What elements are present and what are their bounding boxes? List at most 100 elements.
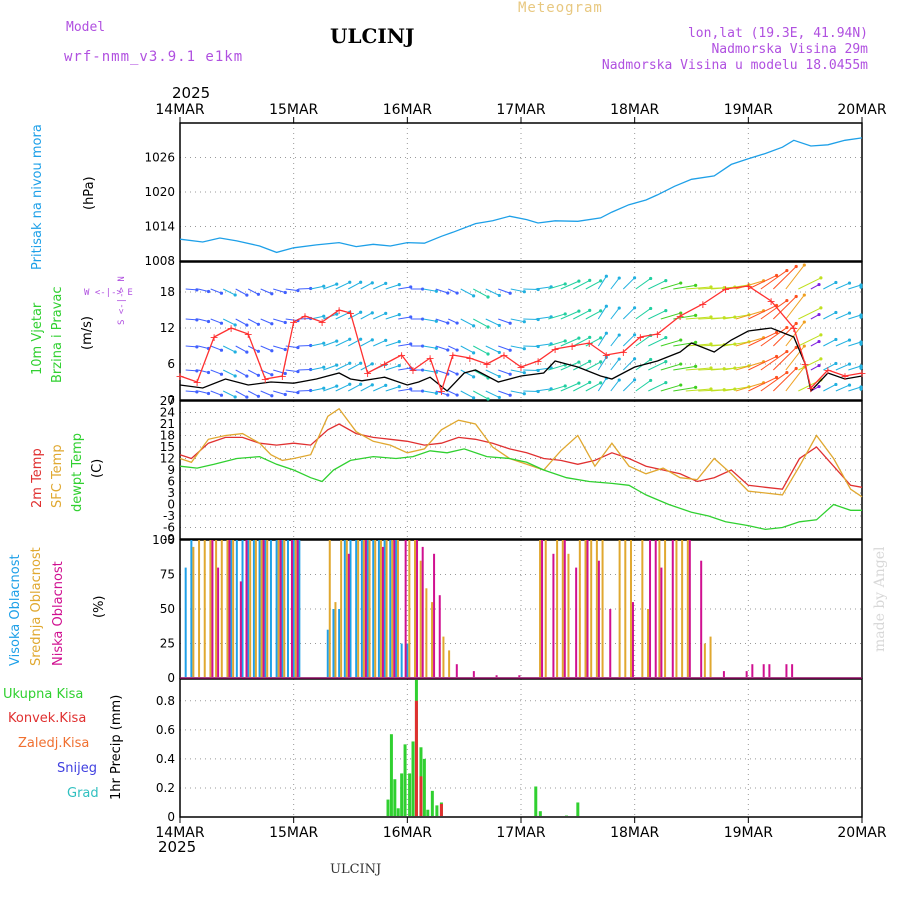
wind-arrow bbox=[748, 377, 777, 392]
station-title: ULCINJ bbox=[330, 24, 415, 48]
wind-arrow bbox=[448, 369, 458, 375]
wind-arrow-head bbox=[563, 282, 567, 286]
wind-arrow-head bbox=[370, 362, 374, 366]
wind-arrow bbox=[798, 334, 822, 347]
temperature-series-line bbox=[179, 423, 863, 490]
wind-arrow-head bbox=[283, 320, 287, 325]
wind-arrow bbox=[585, 310, 601, 320]
wind-arrow bbox=[848, 386, 862, 392]
cloud-bar bbox=[258, 540, 261, 677]
precip-bar bbox=[393, 779, 397, 816]
wind-arrow bbox=[485, 345, 500, 353]
precip-bar bbox=[422, 758, 426, 816]
wind-arrow-head bbox=[774, 354, 779, 359]
wind-arrow-head bbox=[497, 374, 501, 379]
gust-marker: + bbox=[380, 358, 389, 371]
wind-arrow-head bbox=[785, 370, 789, 375]
cloud-bar bbox=[343, 540, 346, 677]
cloud-bar bbox=[751, 664, 754, 677]
wind-arrow bbox=[473, 288, 489, 298]
wind-arrow-head bbox=[283, 290, 287, 295]
cloud-bar bbox=[406, 643, 409, 677]
cloud-bar bbox=[198, 540, 201, 677]
wind-arrow-head bbox=[446, 321, 450, 325]
cloud-bar bbox=[595, 540, 598, 677]
y-tick-label: 6 bbox=[167, 475, 175, 489]
wind-compass-we: W <-|-> E bbox=[84, 288, 133, 298]
temperature-frame bbox=[179, 400, 863, 540]
y-tick-label: 24 bbox=[160, 406, 175, 420]
wind-arrow-head bbox=[384, 311, 388, 315]
wind-arrow-head bbox=[270, 373, 274, 377]
wind-arrow bbox=[510, 288, 525, 293]
wind-arrow-head bbox=[497, 395, 501, 400]
wind-arrow bbox=[385, 284, 400, 290]
wind-arrow bbox=[748, 332, 777, 347]
cloud-bar bbox=[722, 671, 725, 677]
cloud-bar bbox=[279, 540, 282, 677]
cloud-bar bbox=[203, 540, 206, 677]
cloud-bar bbox=[416, 540, 419, 677]
wind-arrow bbox=[548, 313, 566, 320]
wind-arrow bbox=[398, 388, 411, 392]
wind-arrow bbox=[848, 365, 862, 371]
y-tick-label: 75 bbox=[160, 568, 175, 582]
wind-arrow bbox=[373, 384, 386, 392]
wind-arrow-head bbox=[633, 357, 637, 361]
wind-arrow-head bbox=[296, 288, 300, 293]
cloud-bar bbox=[658, 540, 661, 677]
cloud-bar bbox=[590, 540, 593, 677]
wind-arrow bbox=[560, 280, 580, 290]
wind-arrow-head bbox=[206, 370, 211, 375]
wind-arrow bbox=[735, 361, 764, 371]
wind-arrow-head bbox=[508, 372, 512, 376]
cloud-bar bbox=[217, 567, 220, 677]
wind-arrow-head bbox=[522, 347, 526, 351]
wind-arrow-head bbox=[817, 363, 821, 368]
wind-arrow bbox=[772, 296, 797, 320]
wind-arrow bbox=[535, 388, 552, 392]
cloud-bar bbox=[675, 540, 678, 677]
wind-series-line bbox=[179, 327, 863, 393]
wind-arrow-head bbox=[384, 281, 388, 285]
wind-arrow-head bbox=[397, 364, 401, 368]
wind-arrow-head bbox=[446, 393, 450, 397]
cloud-bar bbox=[785, 664, 788, 677]
wind-arrow-head bbox=[359, 361, 363, 365]
wind-arrow bbox=[473, 318, 489, 328]
wind-arrow bbox=[685, 343, 712, 347]
x-tick-label-top: 16MAR bbox=[383, 102, 432, 118]
wind-arrow-head bbox=[859, 342, 863, 346]
wind-arrow bbox=[735, 382, 764, 392]
wind-arrow bbox=[347, 362, 361, 371]
cloud-bar bbox=[641, 540, 644, 677]
wind-arrow bbox=[835, 282, 850, 290]
wind-arrow-head bbox=[508, 348, 512, 352]
wind-arrow bbox=[648, 280, 667, 290]
x-tick-label-top: 15MAR bbox=[269, 102, 318, 118]
cloud-bar bbox=[232, 540, 235, 677]
wind-arrow-head bbox=[348, 361, 352, 365]
cloud-bar bbox=[245, 540, 248, 677]
cloud-bar bbox=[584, 540, 587, 677]
wind-arrow bbox=[210, 390, 222, 396]
cloud-bar bbox=[230, 540, 233, 677]
wind-arrow-head bbox=[359, 280, 363, 284]
cloud-bar bbox=[249, 540, 252, 677]
cloud-bar bbox=[345, 540, 348, 677]
wind-arrow-head bbox=[219, 372, 224, 376]
wind-arrow-head bbox=[817, 282, 821, 287]
wind-arrow bbox=[597, 332, 607, 347]
wind-arrow-head bbox=[245, 395, 249, 399]
wind-arrow-head bbox=[348, 337, 352, 341]
precip-legend-hail: Grad bbox=[67, 786, 99, 801]
precip-bar bbox=[386, 799, 390, 816]
wind-arrow bbox=[597, 275, 607, 290]
wind-arrow bbox=[373, 339, 386, 347]
wind-arrow bbox=[610, 307, 620, 320]
wind-arrow bbox=[247, 318, 259, 325]
gust-marker: + bbox=[289, 316, 298, 329]
cloud-bar bbox=[556, 540, 559, 677]
gust-marker: + bbox=[448, 349, 457, 362]
y-tick-label: 1026 bbox=[144, 151, 175, 165]
